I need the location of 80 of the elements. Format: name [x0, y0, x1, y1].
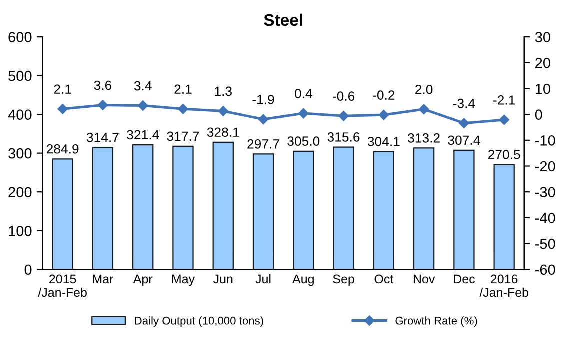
point — [258, 114, 269, 125]
x-tick-label: Jun — [213, 274, 233, 284]
data-label: 270.5 — [488, 150, 520, 160]
data-label: 304.1 — [368, 137, 400, 146]
bar — [172, 146, 194, 270]
point — [178, 104, 188, 114]
data-label: -0.6 — [333, 92, 355, 102]
data-label: 317.7 — [167, 132, 200, 142]
y-tick-label: 400 — [8, 110, 32, 120]
y2-tick-label: -30 — [535, 187, 556, 198]
data-label: 3.4 — [134, 81, 152, 91]
data-label: -3.4 — [453, 98, 476, 108]
y-tick-label: 0 — [24, 264, 32, 276]
chart-title: Steel — [264, 14, 302, 26]
data-label: -2.1 — [494, 96, 516, 105]
data-label: 307.4 — [448, 136, 480, 146]
point — [459, 118, 470, 128]
x-tick-label: Oct — [374, 274, 394, 284]
x-tick-label: Nov — [414, 274, 436, 284]
x-tick-label: Sep — [333, 274, 354, 286]
x-tick-label: Aug — [292, 274, 314, 286]
data-label: 2.0 — [416, 84, 433, 94]
bar — [132, 144, 154, 270]
y2-tick-label: -20 — [535, 161, 556, 172]
data-label: 328.1 — [207, 128, 240, 138]
legend-label: Growth Rate (%) — [396, 316, 478, 327]
data-label: 2.1 — [174, 84, 192, 94]
x-tick-label: 2015 /Jan-Feb — [38, 274, 87, 298]
y2-tick-label: -40 — [535, 213, 556, 224]
data-label: 284.9 — [46, 144, 79, 154]
point — [499, 114, 510, 126]
data-label: 297.7 — [248, 139, 280, 149]
data-label: 2.1 — [54, 84, 72, 94]
y-tick-label: 300 — [8, 148, 32, 159]
y2-tick-label: -10 — [535, 136, 556, 146]
data-label: 321.4 — [127, 130, 160, 140]
data-label: 305.0 — [288, 136, 320, 146]
y2-tick-label: -50 — [535, 238, 556, 250]
bar — [494, 164, 515, 270]
bar — [252, 154, 274, 270]
point — [138, 100, 148, 111]
data-label: 1.3 — [215, 86, 232, 96]
x-tick-label: Apr — [133, 274, 153, 286]
point — [338, 111, 349, 122]
data-label: 314.7 — [86, 132, 119, 142]
data-label: -0.2 — [373, 90, 395, 100]
x-tick-label: Mar — [93, 274, 114, 284]
data-label: 313.2 — [408, 133, 440, 143]
point — [298, 108, 309, 119]
bar — [212, 142, 234, 270]
data-label: -1.9 — [252, 95, 274, 104]
point — [218, 106, 228, 116]
y-tick-label: 600 — [8, 32, 32, 42]
y2-tick-label: 20 — [536, 58, 550, 68]
y2-tick-label: 10 — [536, 84, 550, 94]
y-tick-label: 100 — [9, 226, 32, 236]
bar — [293, 150, 314, 270]
point — [98, 100, 108, 110]
bar — [52, 158, 74, 270]
bar — [413, 148, 435, 270]
bar — [333, 146, 354, 270]
x-tick-label: May — [172, 274, 196, 286]
data-label: 0.4 — [294, 89, 312, 98]
data-label: 315.6 — [328, 132, 360, 142]
point — [378, 110, 390, 120]
y-tick-label: 500 — [8, 70, 32, 82]
bar — [454, 150, 475, 270]
x-tick-label: 2016 /Jan-Feb — [480, 274, 528, 298]
point — [418, 104, 430, 115]
y2-tick-label: 0 — [535, 110, 542, 120]
y2-tick-label: 30 — [535, 32, 550, 42]
point — [58, 104, 68, 114]
y-tick-label: 200 — [8, 187, 32, 198]
data-label: 3.6 — [94, 80, 112, 90]
bar — [92, 147, 114, 270]
x-tick-label: Dec — [454, 274, 475, 284]
y2-tick-label: -60 — [535, 264, 556, 276]
bar — [373, 151, 395, 270]
legend-label: Daily Output (10,000 tons) — [135, 316, 264, 327]
x-tick-label: Jul — [256, 274, 271, 284]
